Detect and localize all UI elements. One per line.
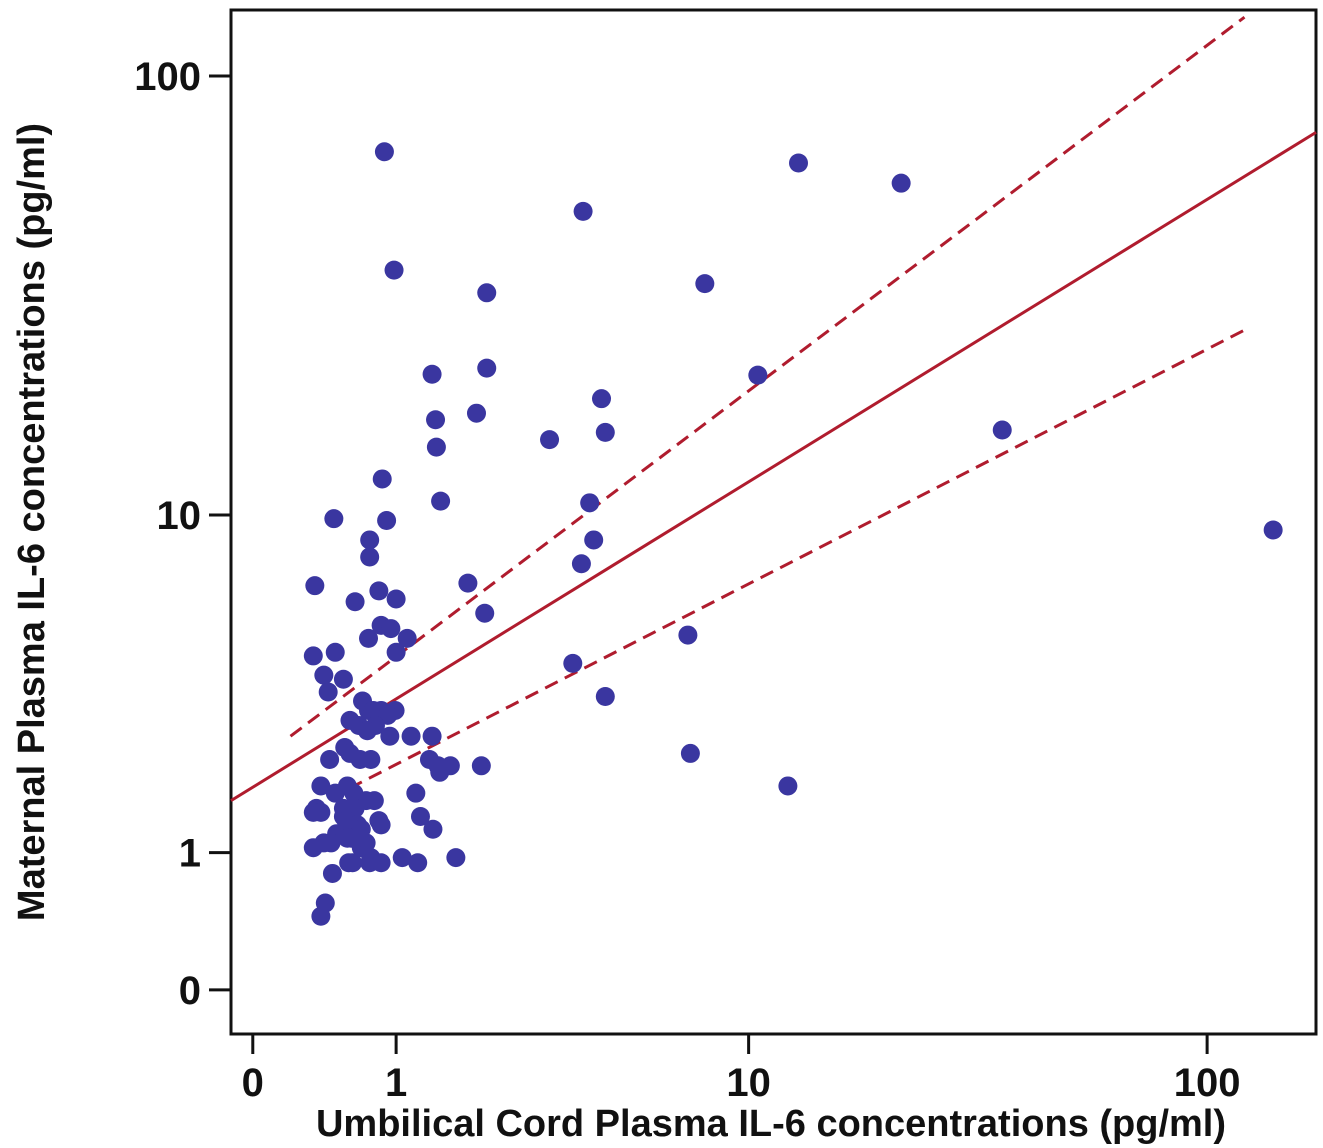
x-tick-label: 0 bbox=[242, 1061, 264, 1105]
plot-frame bbox=[229, 8, 1318, 1036]
data-point bbox=[311, 776, 331, 796]
data-point bbox=[440, 756, 460, 776]
confidence-upper-line bbox=[289, 15, 1246, 738]
data-point bbox=[377, 511, 397, 531]
y-axis-title: Maternal Plasma IL-6 concentrations (pg/… bbox=[11, 123, 53, 921]
data-point bbox=[477, 283, 497, 303]
data-point bbox=[477, 358, 497, 378]
data-point bbox=[305, 576, 325, 596]
data-point bbox=[466, 403, 486, 423]
data-point bbox=[446, 848, 466, 868]
x-tick-label: 10 bbox=[726, 1061, 771, 1105]
data-point bbox=[401, 726, 421, 746]
data-point bbox=[748, 365, 768, 385]
data-point bbox=[426, 437, 446, 457]
data-point bbox=[584, 530, 604, 550]
data-point bbox=[381, 619, 401, 639]
data-point bbox=[406, 783, 426, 803]
data-point bbox=[386, 589, 406, 609]
x-axis: 0 1 10 100 bbox=[242, 1034, 1241, 1105]
data-point bbox=[361, 750, 381, 770]
data-point bbox=[571, 554, 591, 574]
x-tick-label: 100 bbox=[1174, 1061, 1241, 1105]
data-point bbox=[422, 726, 442, 746]
y-tick-label: 0 bbox=[179, 969, 201, 1013]
data-point bbox=[371, 815, 391, 835]
data-point bbox=[303, 802, 323, 822]
data-point bbox=[580, 493, 600, 513]
data-point bbox=[333, 669, 353, 689]
data-point bbox=[475, 603, 495, 623]
data-point bbox=[360, 547, 380, 567]
data-point bbox=[392, 848, 412, 868]
data-point bbox=[471, 756, 491, 776]
fit-line bbox=[230, 131, 1317, 802]
data-point bbox=[314, 665, 334, 685]
data-point bbox=[371, 853, 391, 873]
data-point bbox=[408, 853, 428, 873]
data-point bbox=[458, 573, 478, 593]
data-point bbox=[695, 274, 715, 294]
data-point bbox=[345, 592, 365, 612]
data-point bbox=[303, 838, 323, 858]
regression-lines bbox=[230, 15, 1317, 810]
x-axis-title: Umbilical Cord Plasma IL-6 concentration… bbox=[316, 1103, 1226, 1145]
data-point bbox=[891, 173, 911, 193]
data-point bbox=[678, 625, 698, 645]
y-tick-label: 1 bbox=[179, 832, 201, 876]
data-point bbox=[422, 364, 442, 384]
data-point bbox=[380, 726, 400, 746]
data-point bbox=[320, 750, 340, 770]
data-point bbox=[563, 653, 583, 673]
confidence-lower-line bbox=[309, 328, 1246, 810]
data-point bbox=[397, 628, 417, 648]
data-point bbox=[372, 469, 392, 489]
data-points bbox=[303, 142, 1283, 926]
data-point bbox=[384, 260, 404, 280]
data-point bbox=[1263, 520, 1283, 540]
data-point bbox=[410, 806, 430, 826]
data-point bbox=[595, 686, 615, 706]
data-point bbox=[325, 642, 345, 662]
y-tick-label: 10 bbox=[157, 494, 202, 538]
data-point bbox=[318, 682, 338, 702]
data-point bbox=[322, 863, 342, 883]
data-point bbox=[680, 743, 700, 763]
data-point bbox=[364, 791, 384, 811]
data-point bbox=[324, 509, 344, 529]
data-point bbox=[592, 389, 612, 409]
data-point bbox=[359, 628, 379, 648]
y-axis: 0 1 10 100 bbox=[134, 55, 231, 1013]
data-point bbox=[346, 828, 366, 848]
data-point bbox=[573, 201, 593, 221]
data-point bbox=[595, 422, 615, 442]
data-point bbox=[311, 906, 331, 926]
data-point bbox=[992, 420, 1012, 440]
data-point bbox=[360, 530, 380, 550]
data-point bbox=[386, 642, 406, 662]
data-point bbox=[431, 491, 451, 511]
data-point bbox=[426, 410, 446, 430]
data-point bbox=[540, 430, 560, 450]
data-point bbox=[303, 646, 323, 666]
data-point bbox=[778, 776, 798, 796]
data-point bbox=[789, 153, 809, 173]
data-point bbox=[343, 853, 363, 873]
data-point bbox=[369, 581, 389, 601]
data-point bbox=[423, 819, 443, 839]
data-point bbox=[374, 142, 394, 162]
data-point bbox=[357, 721, 377, 741]
y-tick-label: 100 bbox=[134, 55, 201, 99]
x-tick-label: 1 bbox=[385, 1061, 407, 1105]
